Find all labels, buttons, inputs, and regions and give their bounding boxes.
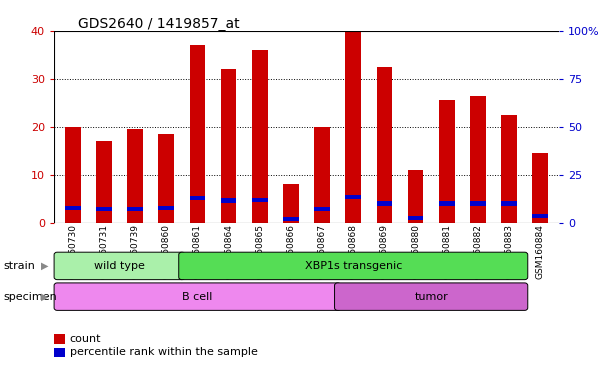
Text: strain: strain (3, 261, 35, 271)
Bar (439, 100, 454, 223)
Bar (65, 127, 81, 223)
Bar (283, 217, 299, 221)
Bar (190, 45, 205, 223)
Bar (65, 206, 81, 210)
Bar (252, 197, 267, 202)
Bar (377, 67, 392, 223)
Text: tumor: tumor (414, 291, 448, 302)
Bar (470, 96, 486, 223)
Bar (470, 201, 486, 206)
Bar (532, 153, 548, 223)
FancyBboxPatch shape (335, 283, 528, 310)
Bar (408, 216, 423, 220)
Bar (314, 127, 330, 223)
Bar (127, 207, 143, 212)
FancyBboxPatch shape (54, 283, 341, 310)
Text: ▶: ▶ (41, 261, 48, 271)
Text: count: count (70, 334, 101, 344)
Bar (159, 206, 174, 210)
Bar (439, 201, 454, 206)
Text: GDS2640 / 1419857_at: GDS2640 / 1419857_at (78, 17, 240, 31)
Bar (314, 207, 330, 212)
Bar (159, 134, 174, 223)
Bar (96, 141, 112, 223)
Text: XBP1s transgenic: XBP1s transgenic (305, 261, 402, 271)
Text: ▶: ▶ (41, 291, 48, 302)
Bar (190, 195, 205, 200)
Bar (127, 129, 143, 223)
Text: specimen: specimen (3, 291, 56, 302)
FancyBboxPatch shape (178, 252, 528, 280)
Bar (283, 184, 299, 223)
Bar (346, 195, 361, 199)
Bar (377, 201, 392, 206)
Bar (532, 214, 548, 218)
Bar (408, 170, 423, 223)
Bar (221, 69, 236, 223)
Bar (501, 201, 517, 206)
Text: percentile rank within the sample: percentile rank within the sample (70, 347, 258, 358)
FancyBboxPatch shape (54, 252, 185, 280)
Bar (346, 31, 361, 223)
Bar (221, 199, 236, 203)
Text: B cell: B cell (182, 291, 213, 302)
Text: wild type: wild type (94, 261, 145, 271)
Bar (252, 50, 267, 223)
Bar (501, 115, 517, 223)
Bar (96, 207, 112, 212)
